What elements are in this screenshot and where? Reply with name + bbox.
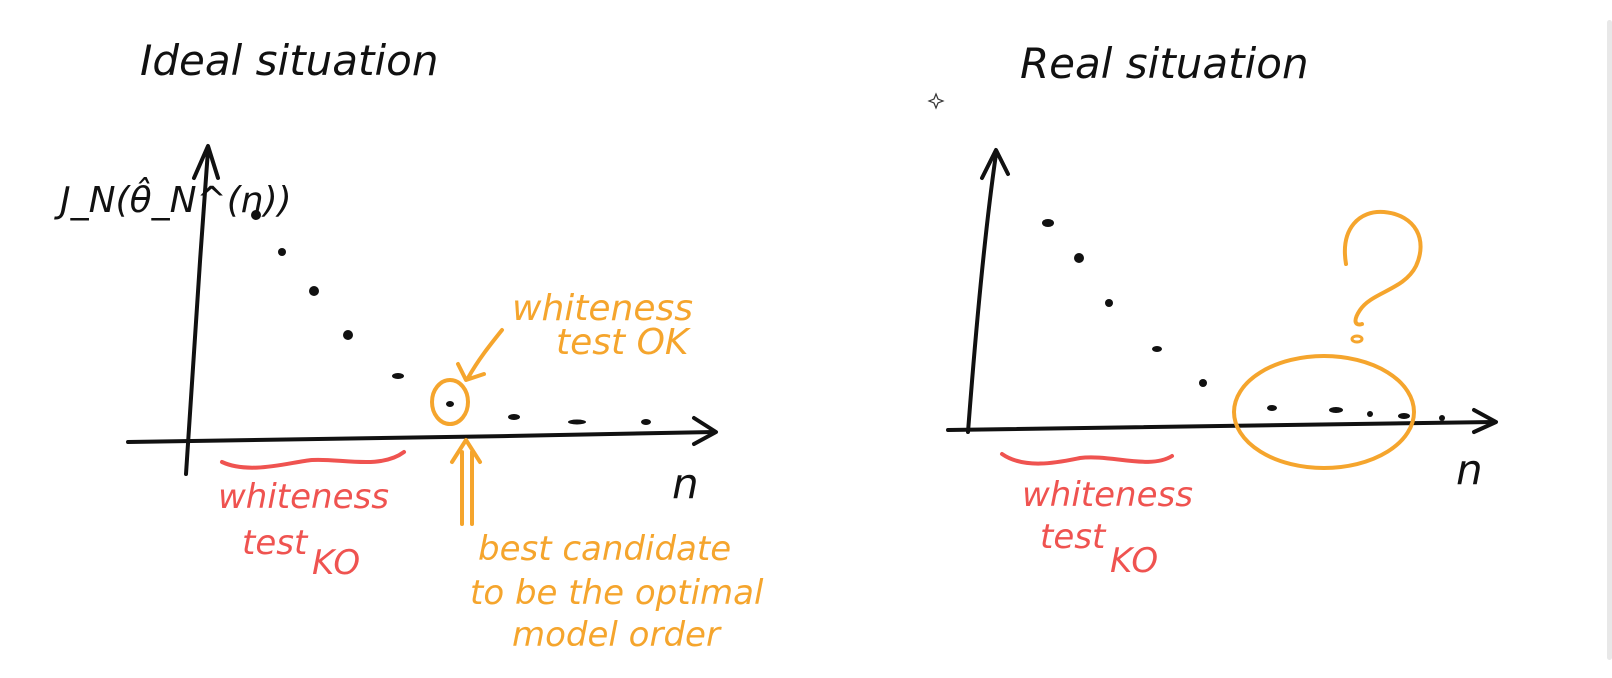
right-ko-brace xyxy=(1000,452,1174,466)
right-x-axis xyxy=(946,420,1496,432)
left-ko-line-2: test xyxy=(242,523,309,563)
left-title: Ideal situation xyxy=(140,36,438,85)
data-point xyxy=(641,419,651,425)
best-candidate-arrow xyxy=(450,438,482,526)
left-panel: Ideal situation J_N(θ̂_N^(n)) n whitenes… xyxy=(54,36,774,655)
data-point xyxy=(392,373,404,379)
uncertain-region-circle xyxy=(1232,354,1416,470)
sparkle-cursor-icon xyxy=(927,92,945,110)
whiteness-ok-arrow xyxy=(456,328,504,382)
data-point xyxy=(1329,407,1343,413)
data-point xyxy=(1439,415,1445,421)
whiteness-ok-line-1: whiteness xyxy=(512,288,693,329)
left-x-axis-label: n xyxy=(672,459,699,508)
data-point xyxy=(1199,379,1207,387)
question-mark-icon xyxy=(1342,209,1423,327)
data-point xyxy=(278,248,286,256)
question-mark-dot xyxy=(1350,334,1364,344)
data-point xyxy=(1074,253,1084,263)
data-point xyxy=(343,330,353,340)
left-whiteness-ko-text: whiteness test KO xyxy=(218,477,400,583)
data-point xyxy=(1152,346,1162,352)
best-candidate-line-3: model order xyxy=(512,615,722,655)
right-panel: Real situation n ? whiteness test xyxy=(946,39,1498,581)
left-ko-brace xyxy=(220,450,406,470)
data-point xyxy=(568,419,586,425)
right-y-axis-arrowhead xyxy=(980,148,1010,180)
whiteness-ok-line-2: test OK xyxy=(556,322,691,363)
data-point xyxy=(1398,413,1410,419)
data-point xyxy=(1042,219,1054,227)
right-y-axis xyxy=(966,152,998,434)
left-data-points xyxy=(251,210,651,425)
scrollbar[interactable] xyxy=(1607,20,1612,660)
right-ko-line-1: whiteness xyxy=(1022,475,1193,515)
right-ko-line-3: KO xyxy=(1110,541,1158,581)
whiteness-ok-text: whiteness test OK xyxy=(512,288,704,363)
best-candidate-line-2: to be the optimal xyxy=(470,573,764,613)
left-ko-line-1: whiteness xyxy=(218,477,389,517)
right-x-axis-label: n xyxy=(1456,445,1483,494)
left-y-axis-arrowhead xyxy=(192,144,220,180)
data-point xyxy=(508,414,520,420)
best-candidate-text: best candidate to be the optimal model o… xyxy=(470,529,774,655)
data-point xyxy=(309,286,319,296)
right-data-points xyxy=(1042,219,1445,421)
right-title: Real situation xyxy=(1020,39,1309,88)
left-x-axis xyxy=(126,430,716,444)
data-point xyxy=(446,401,454,407)
data-point xyxy=(1267,405,1277,411)
best-candidate-line-1: best candidate xyxy=(478,529,731,569)
right-ko-line-2: test xyxy=(1040,517,1107,557)
right-x-axis-arrowhead xyxy=(1472,408,1498,434)
data-point xyxy=(251,210,261,220)
data-point xyxy=(1105,299,1113,307)
data-point xyxy=(1367,411,1373,417)
right-whiteness-ko-text: whiteness test KO xyxy=(1022,475,1204,581)
left-ko-line-3: KO xyxy=(312,543,360,583)
best-point-circle xyxy=(430,378,470,426)
left-x-axis-arrowhead xyxy=(692,416,718,446)
